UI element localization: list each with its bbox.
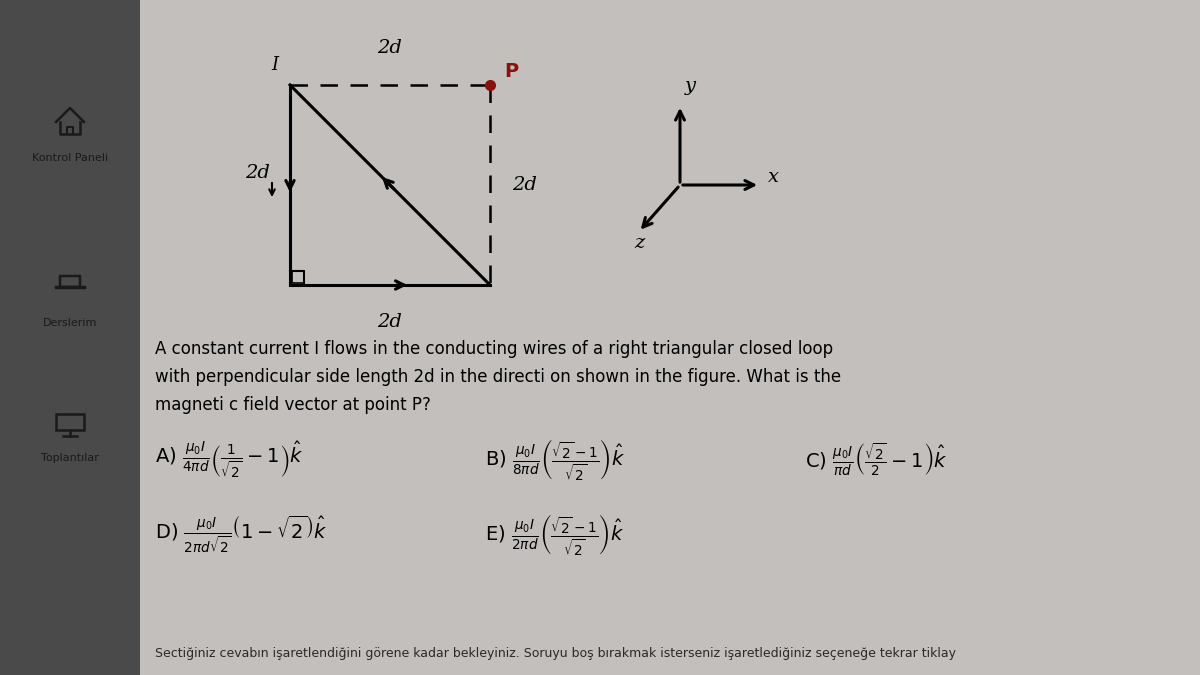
- Text: with perpendicular side length 2d in the directi on shown in the figure. What is: with perpendicular side length 2d in the…: [155, 368, 841, 386]
- Text: P: P: [504, 62, 518, 81]
- Bar: [0, 0, 140, 675]
- Text: B) $\frac{\mu_0 I}{8\pi d}\left(\frac{\sqrt{2}-1}{\sqrt{2}}\right)\hat{k}$: B) $\frac{\mu_0 I}{8\pi d}\left(\frac{\s…: [485, 437, 625, 483]
- Text: Toplantılar: Toplantılar: [41, 453, 98, 463]
- Text: C) $\frac{\mu_0 I}{\pi d}\left(\frac{\sqrt{2}}{2}-1\right)\hat{k}$: C) $\frac{\mu_0 I}{\pi d}\left(\frac{\sq…: [805, 441, 948, 479]
- Text: Derslerim: Derslerim: [43, 318, 97, 328]
- Text: 2d: 2d: [378, 313, 402, 331]
- Text: 2d: 2d: [378, 39, 402, 57]
- Text: D) $\frac{\mu_0 I}{2\pi d\sqrt{2}}\left(1-\sqrt{2}\right)\hat{k}$: D) $\frac{\mu_0 I}{2\pi d\sqrt{2}}\left(…: [155, 514, 328, 556]
- Text: z: z: [634, 234, 644, 252]
- Bar: [56, 414, 84, 430]
- Text: A) $\frac{\mu_0 I}{4\pi d}\left(\frac{1}{\sqrt{2}}-1\right)\hat{k}$: A) $\frac{\mu_0 I}{4\pi d}\left(\frac{1}…: [155, 439, 304, 481]
- Bar: [292, 271, 304, 283]
- Text: magneti c field vector at point P?: magneti c field vector at point P?: [155, 396, 431, 414]
- Text: y: y: [685, 77, 696, 95]
- Text: 2d: 2d: [512, 176, 536, 194]
- Bar: [140, 0, 1200, 675]
- Text: x: x: [768, 168, 779, 186]
- Text: Sectiğiniz cevabın işaretlendiğini görene kadar bekleyiniz. Soruyu boş bırakmak : Sectiğiniz cevabın işaretlendiğini gören…: [155, 647, 956, 659]
- Text: E) $\frac{\mu_0 I}{2\pi d}\left(\frac{\sqrt{2}-1}{\sqrt{2}}\right)\hat{k}$: E) $\frac{\mu_0 I}{2\pi d}\left(\frac{\s…: [485, 512, 624, 558]
- Text: 2d: 2d: [246, 164, 270, 182]
- Text: A constant current I flows in the conducting wires of a right triangular closed : A constant current I flows in the conduc…: [155, 340, 833, 358]
- Text: Kontrol Paneli: Kontrol Paneli: [32, 153, 108, 163]
- Text: I: I: [271, 56, 278, 74]
